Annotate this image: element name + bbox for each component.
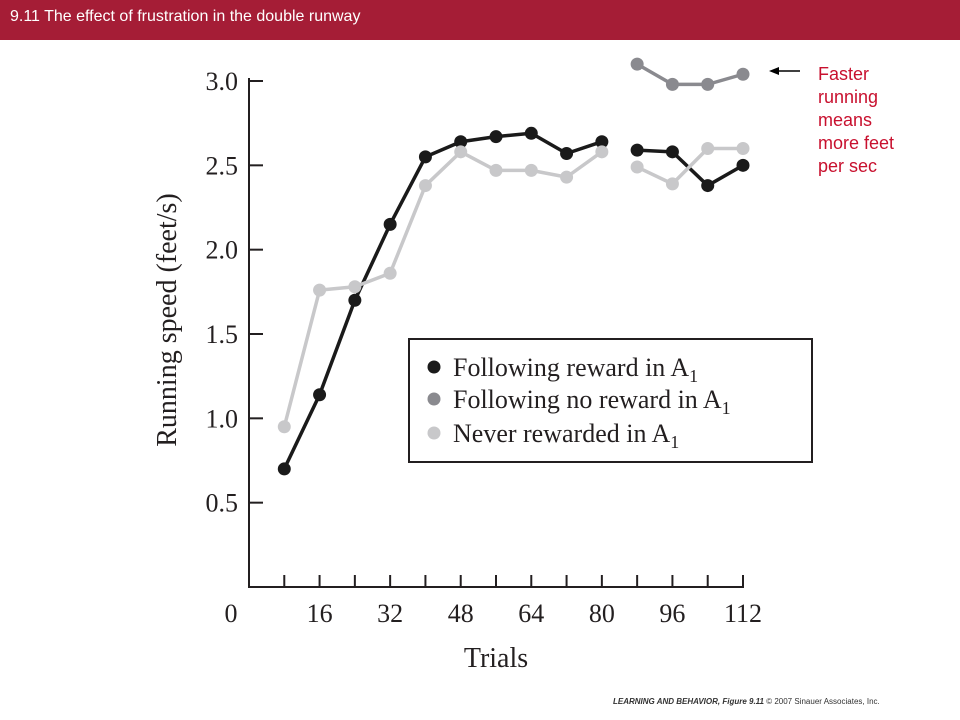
data-point-never [736, 141, 750, 155]
data-point-never [665, 177, 679, 191]
x-axis-label: Trials [464, 643, 528, 674]
figure-credit-copyright: © 2007 Sinauer Associates, Inc. [766, 697, 880, 706]
data-point-reward [418, 150, 432, 164]
legend-marker [427, 392, 441, 406]
data-point-never [418, 179, 432, 193]
data-point-never [595, 145, 609, 159]
x-tick-label: 80 [589, 599, 615, 628]
data-point-never [348, 280, 362, 294]
title-bar: 9.11 The effect of frustration in the do… [0, 0, 960, 40]
x-tick-label: 0 [225, 599, 238, 628]
series-line-never [636, 146, 743, 186]
legend-box [408, 338, 813, 463]
data-point-no_reward [665, 77, 679, 91]
figure-credit-book: LEARNING AND BEHAVIOR, Figure 9.11 [613, 697, 764, 706]
series-line-reward [282, 131, 603, 470]
figure-credit: LEARNING AND BEHAVIOR, Figure 9.11 © 200… [613, 697, 880, 706]
data-point-no_reward [701, 77, 715, 91]
data-point-reward [595, 135, 609, 149]
data-point-reward [701, 179, 715, 193]
data-point-reward [454, 135, 468, 149]
data-point-reward [383, 217, 397, 231]
annotation-text: Faster running means more feet per sec [818, 63, 948, 178]
data-point-never [524, 163, 538, 177]
series-line-no_reward [636, 62, 744, 87]
data-point-reward [313, 388, 327, 402]
data-point-reward [524, 126, 538, 140]
data-point-no_reward [630, 57, 644, 71]
y-tick-label: 3.0 [206, 67, 239, 96]
data-point-never [277, 420, 291, 434]
data-point-reward [736, 158, 750, 172]
data-point-reward [560, 147, 574, 161]
y-tick-label: 2.5 [206, 151, 239, 180]
legend-marker [427, 426, 441, 440]
x-tick-label: 112 [724, 599, 762, 628]
data-point-never [489, 163, 503, 177]
series-line-never [282, 150, 603, 428]
x-tick-label: 96 [659, 599, 685, 628]
x-tick-label: 16 [307, 599, 333, 628]
annotation-line: more feet [818, 133, 895, 153]
annotation-line: running [818, 87, 879, 107]
data-point-reward [348, 293, 362, 307]
legend-label: Following reward in A1 [453, 353, 698, 386]
data-point-reward [489, 130, 503, 144]
data-point-never [630, 160, 644, 174]
slide-title: 9.11 The effect of frustration in the do… [10, 8, 361, 25]
annotation-line: per sec [818, 156, 878, 176]
data-point-reward [277, 462, 291, 476]
y-tick-label: 2.0 [206, 236, 239, 265]
x-tick-label: 48 [448, 599, 474, 628]
data-point-no_reward [736, 67, 750, 81]
data-point-never [313, 283, 327, 297]
data-point-never [454, 145, 468, 159]
annotation-line: Faster [818, 64, 870, 84]
x-tick-label: 32 [377, 599, 403, 628]
annotation-arrow-head [769, 67, 779, 75]
x-tick-label: 64 [518, 599, 544, 628]
data-point-never [701, 141, 715, 155]
y-axis-label: Running speed (feet/s) [152, 193, 183, 447]
data-point-never [560, 170, 574, 184]
legend-marker [427, 360, 441, 374]
data-point-never [383, 266, 397, 280]
legend-label: Following no reward in A1 [453, 385, 731, 418]
y-tick-label: 1.0 [206, 404, 239, 433]
annotation-line: means [818, 110, 873, 130]
legend-label: Never rewarded in A1 [453, 419, 679, 452]
y-tick-label: 1.5 [206, 320, 239, 349]
data-point-reward [630, 143, 644, 157]
series-line-reward [637, 148, 744, 188]
y-tick-label: 0.5 [206, 489, 239, 518]
data-point-reward [665, 145, 679, 159]
